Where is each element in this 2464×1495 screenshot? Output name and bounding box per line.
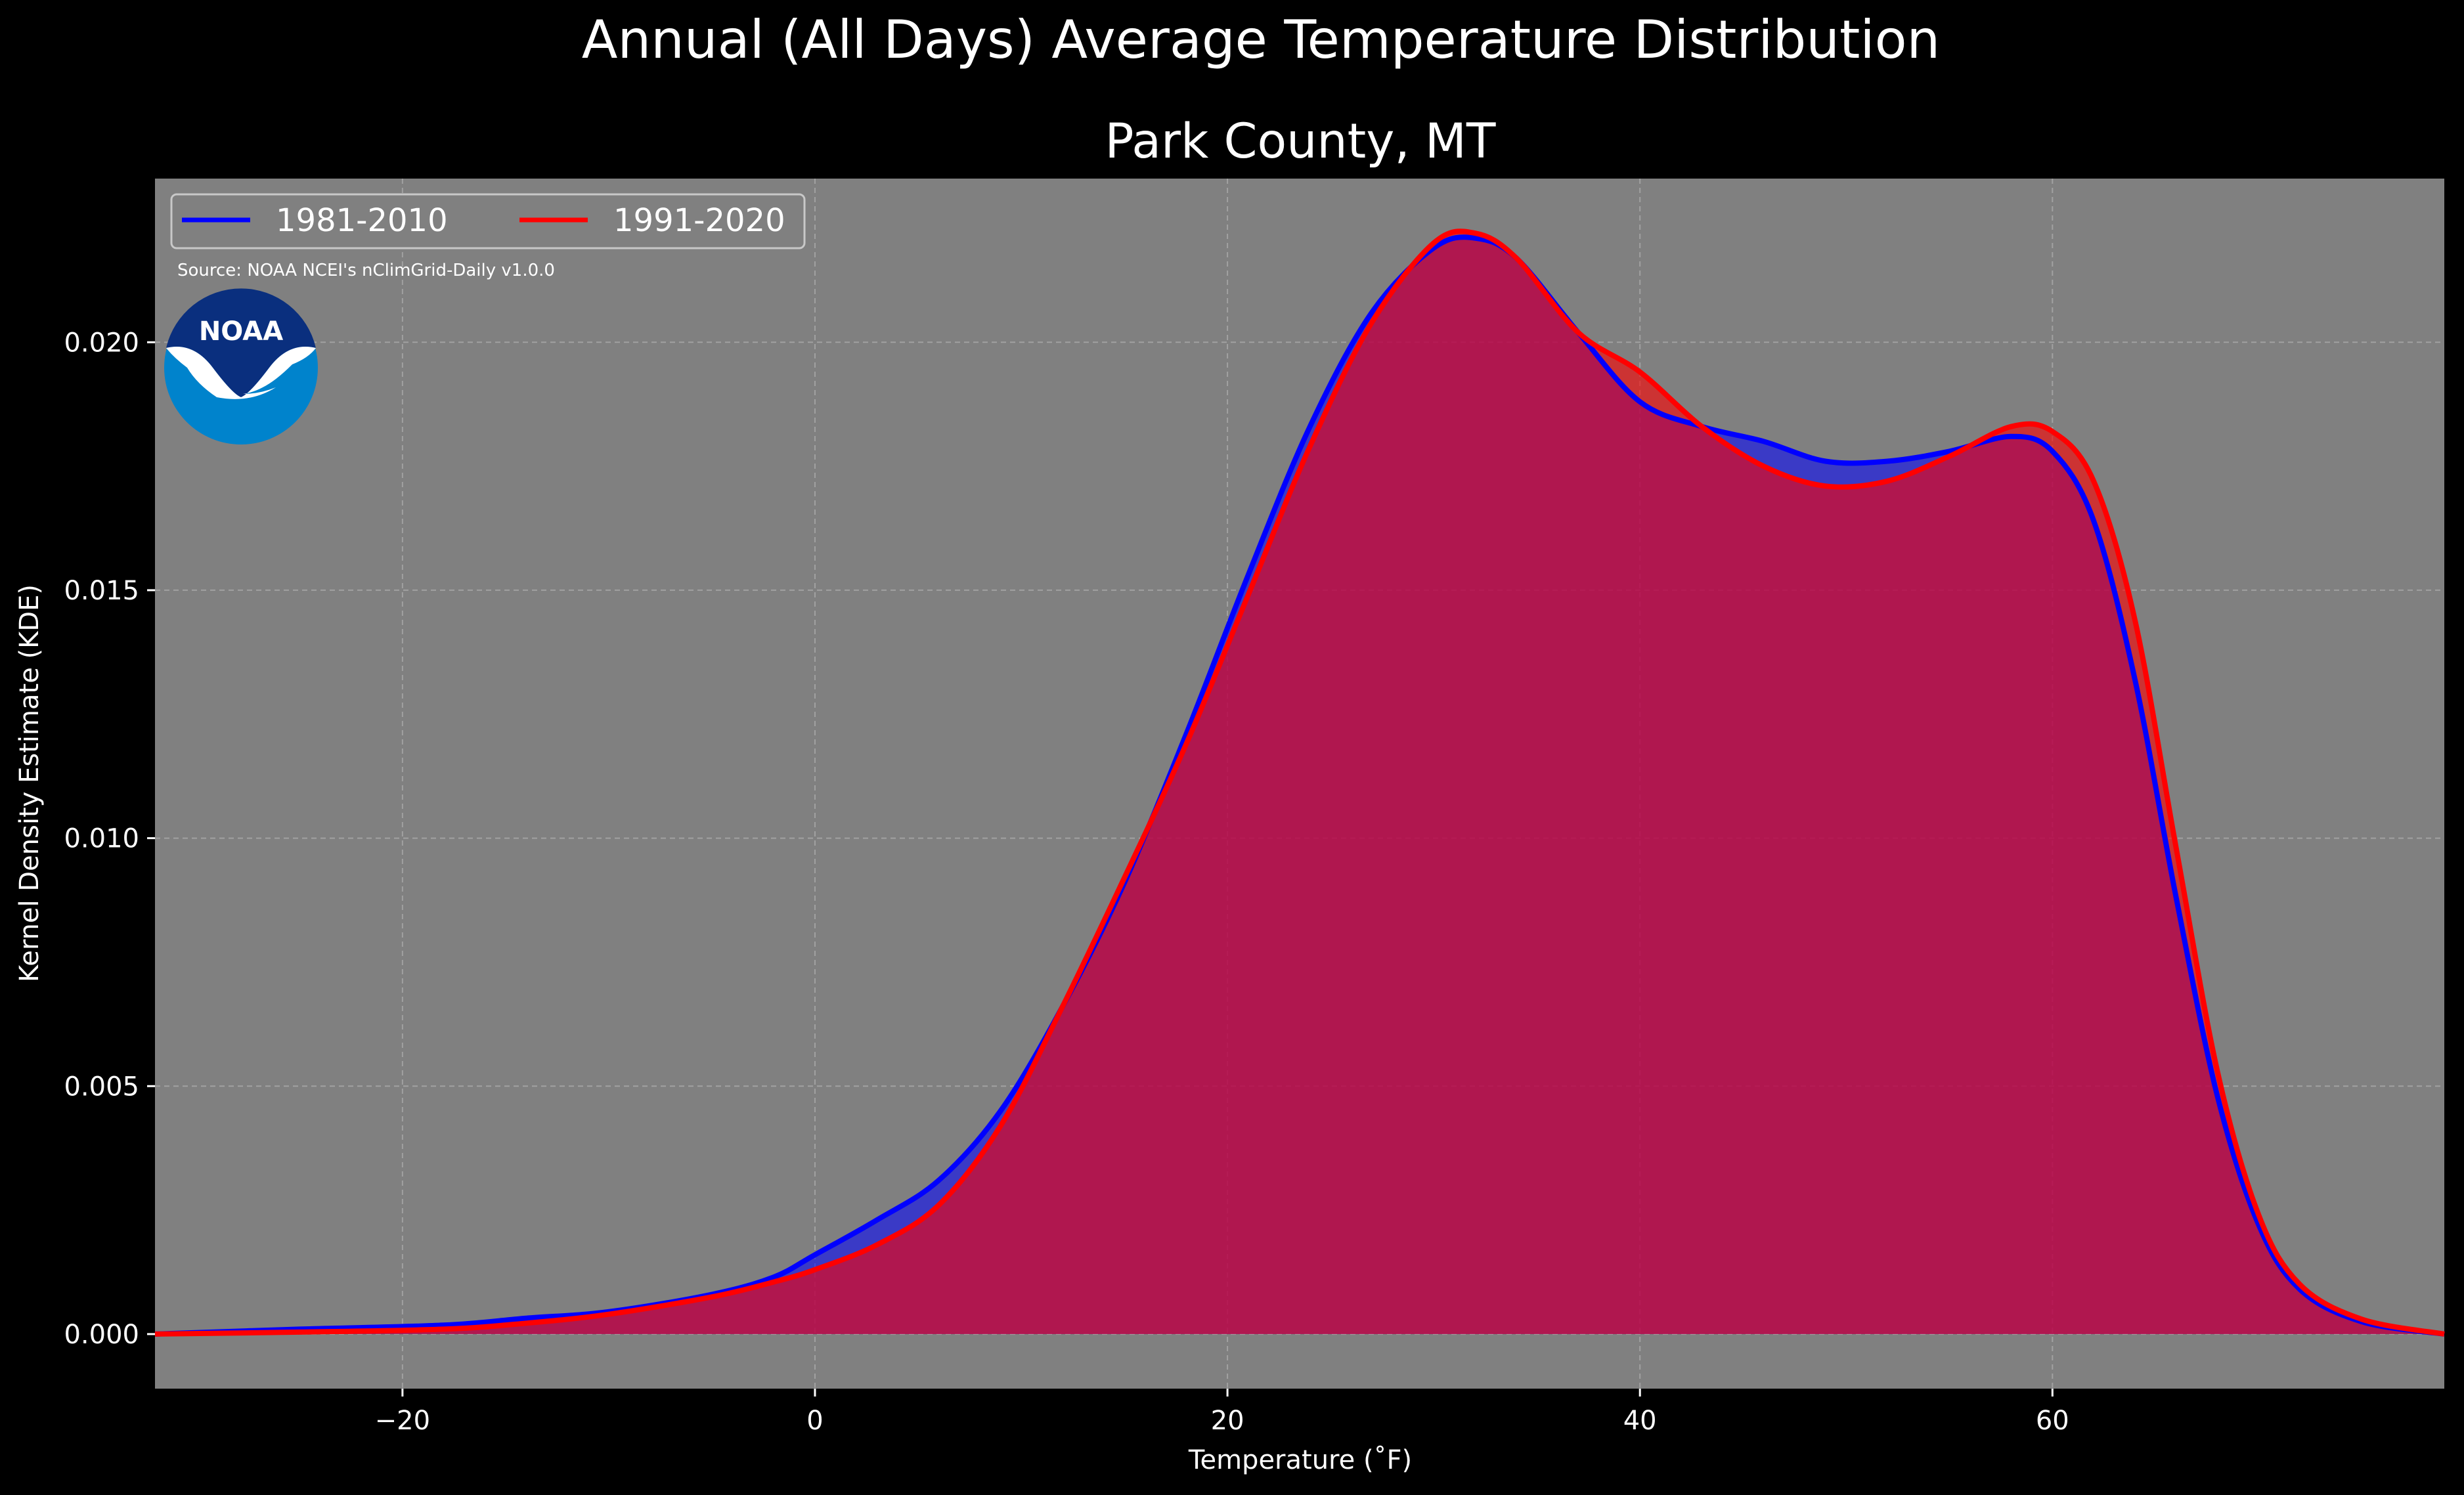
x-tick-label: 20 [1211,1406,1244,1436]
noaa-logo: NOAA [164,288,318,444]
x-tick-label: 0 [806,1406,823,1436]
legend: 1981-2010 1991-2020 [170,193,806,249]
y-axis-ticks: 0.000 0.005 0.010 0.015 0.020 [64,328,155,1350]
y-tick-label: 0.015 [64,576,139,606]
chart-title: Annual (All Days) Average Temperature Di… [582,9,1940,70]
series-areas [155,231,2444,1334]
y-tick-label: 0.005 [64,1072,139,1102]
legend-box [170,193,806,249]
logo-upper-half [166,288,316,397]
line-1981-2010 [154,234,2445,1337]
x-tick-label: −20 [375,1406,430,1436]
area-1991-2020 [155,231,2444,1334]
source-note: Source: NOAA NCEI's nClimGrid-Daily v1.0… [177,261,555,280]
x-axis-label: Temperature (˚F) [1188,1445,1412,1475]
y-tick-label: 0.000 [64,1320,139,1350]
chart-subtitle: Park County, MT [1105,114,1496,169]
legend-label-1991-2020: 1991-2020 [613,202,785,239]
series-lines [154,228,2445,1337]
x-tick-label: 60 [2036,1406,2069,1436]
logo-seagull [166,347,316,399]
logo-text: NOAA [199,316,283,347]
line-1991-2020 [154,228,2445,1337]
y-tick-label: 0.010 [64,824,139,854]
y-axis-label: Kernel Density Estimate (KDE) [14,584,45,982]
x-axis-ticks: −20 0 20 40 60 [375,1389,2069,1436]
y-tick-label: 0.020 [64,328,139,358]
legend-label-1981-2010: 1981-2010 [276,202,448,239]
x-tick-label: 40 [1623,1406,1657,1436]
